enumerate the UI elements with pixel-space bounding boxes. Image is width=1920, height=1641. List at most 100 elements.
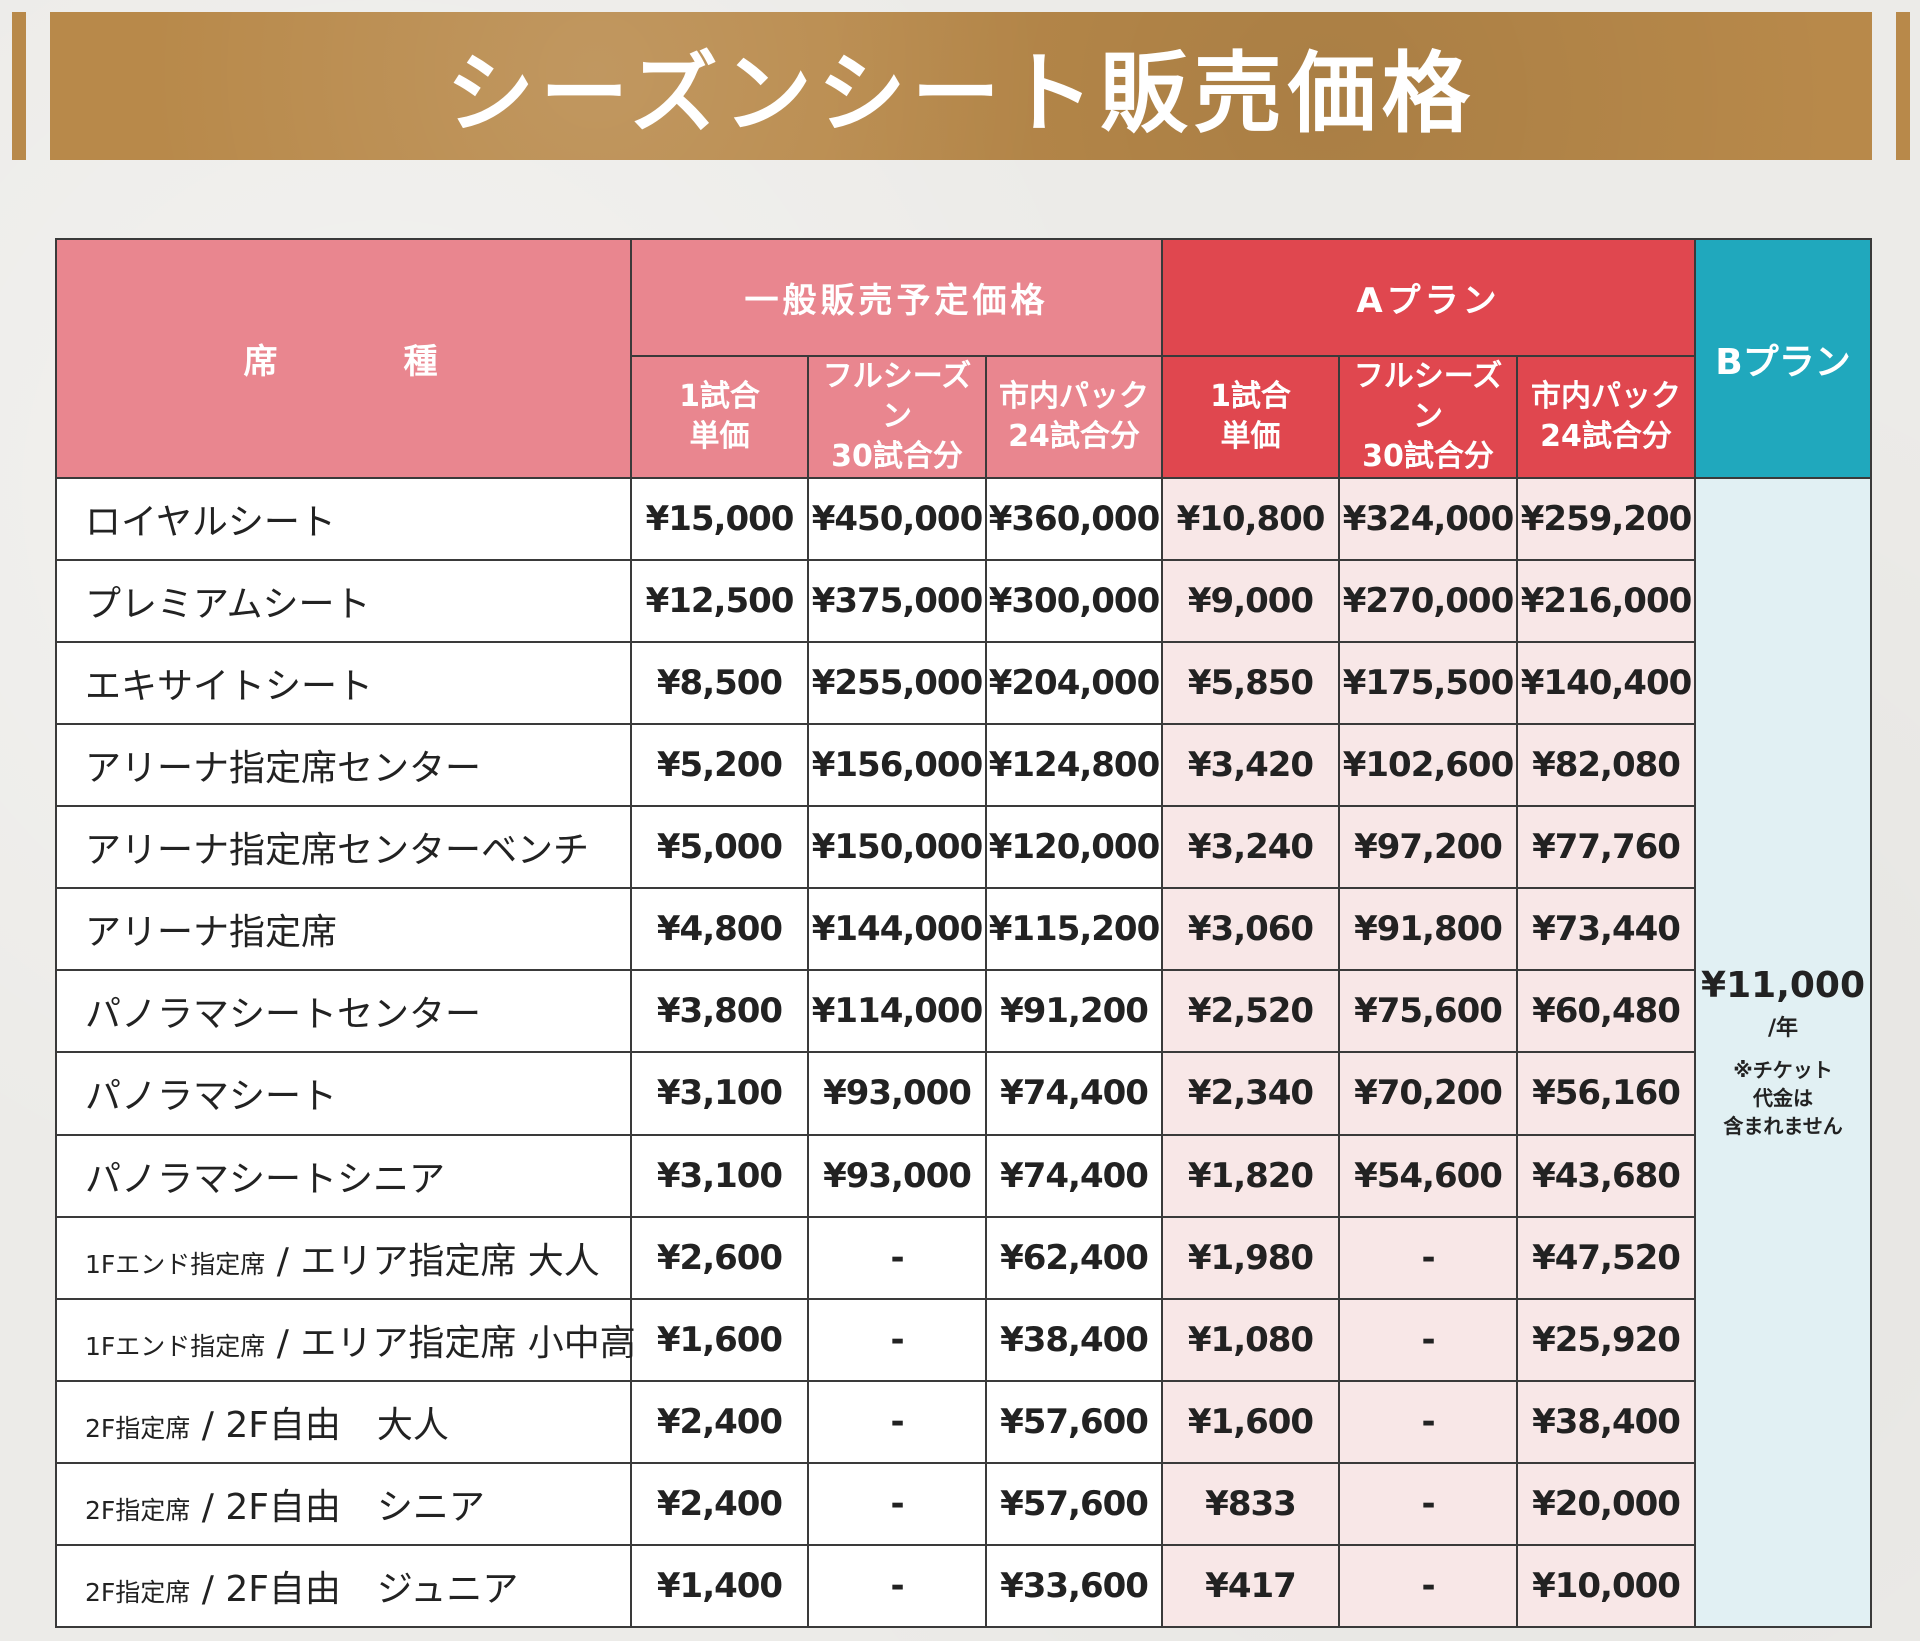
- seat-name: ロイヤルシート: [55, 476, 632, 562]
- general-price-g1: ¥3,100: [630, 1133, 809, 1218]
- table-row: ロイヤルシート ¥15,000 ¥450,000 ¥360,000 ¥10,800 ¥32…: [55, 476, 1873, 1628]
- general-price-g1: ¥4,800: [630, 887, 809, 972]
- general-price-g2: -: [807, 1215, 987, 1300]
- a-plan-price-a1: ¥3,240: [1161, 805, 1340, 890]
- a-plan-price-a3: ¥259,200: [1515, 476, 1697, 562]
- table-row: 2F指定席 / 2F自由 大人 ¥2,400- ¥57,600 ¥1,600- ¥38,…: [55, 1379, 1871, 1464]
- general-price-g1: ¥2,600: [630, 1215, 809, 1300]
- general-price-g3: ¥74,400: [985, 1133, 1163, 1218]
- a-plan-price-a2: -: [1338, 1215, 1518, 1300]
- a-plan-price-a3: ¥25,920: [1515, 1297, 1697, 1382]
- general-price-g2: ¥450,000: [807, 476, 987, 562]
- general-price-g1: ¥2,400: [630, 1461, 809, 1546]
- seat-label: / 2F自由 ジュニア: [190, 1568, 519, 1610]
- price-table: 席 種 一般販売予定価格 Aプラン Bプラン 1試合 単価 フルシーズン 30試合分…: [55, 238, 1873, 1629]
- a-plan-price-a1: ¥3,060: [1161, 887, 1340, 972]
- table-row: 1Fエンド指定席 / エリア指定席 小中高 ¥1,600- ¥38,400 ¥1,08…: [55, 1297, 1871, 1382]
- general-price-g1: ¥3,100: [630, 1051, 809, 1136]
- table-row: パノラマシートセンター ¥3,800 ¥114,000 ¥91,200 ¥2,520 ¥7…: [55, 969, 1871, 1054]
- a-plan-price-a1: ¥1,980: [1161, 1215, 1340, 1300]
- seat-prefix: 2F指定席: [85, 1413, 191, 1443]
- a-plan-price-a2: ¥91,800: [1338, 887, 1518, 972]
- general-price-g2: -: [807, 1379, 987, 1464]
- seat-prefix: 2F指定席: [85, 1577, 191, 1607]
- seat-name: 1Fエンド指定席 / エリア指定席 小中高: [55, 1297, 636, 1382]
- general-price-g2: ¥156,000: [807, 723, 987, 808]
- general-price-g3: ¥62,400: [985, 1215, 1163, 1300]
- a-plan-price-a2: ¥75,600: [1338, 969, 1518, 1054]
- header-a-full: フルシーズン 30試合分: [1338, 355, 1518, 479]
- general-price-g2: -: [807, 1543, 987, 1629]
- general-price-g2: ¥144,000: [807, 887, 987, 972]
- seat-name: アリーナ指定席センターベンチ: [55, 805, 632, 890]
- seat-label: / 2F自由 大人: [190, 1404, 449, 1446]
- seat-name: エキサイトシート: [55, 641, 632, 726]
- a-plan-price-a3: ¥77,760: [1515, 805, 1697, 890]
- seat-name: 1Fエンド指定席 / エリア指定席 大人: [55, 1215, 632, 1300]
- a-plan-price-a3: ¥20,000: [1515, 1461, 1697, 1546]
- seat-prefix: 1Fエンド指定席: [85, 1331, 266, 1361]
- table-row: 1Fエンド指定席 / エリア指定席 大人 ¥2,600- ¥62,400 ¥1,980…: [55, 1215, 1871, 1300]
- table-row: アリーナ指定席 ¥4,800 ¥144,000 ¥115,200 ¥3,060 ¥91,8…: [55, 887, 1871, 972]
- general-price-g2: ¥114,000: [807, 969, 987, 1054]
- general-price-g1: ¥1,600: [630, 1297, 809, 1382]
- seat-label: プレミアムシート: [85, 584, 371, 626]
- seat-label: パノラマシート: [85, 1076, 338, 1118]
- table-row: 2F指定席 / 2F自由 シニア ¥2,400- ¥57,600 ¥833- ¥20,0…: [55, 1461, 1871, 1546]
- a-plan-price-a1: ¥3,420: [1161, 723, 1340, 808]
- seat-label: パノラマシートシニア: [85, 1158, 446, 1200]
- b-plan-unit: /年: [1768, 1016, 1799, 1041]
- seat-label: / エリア指定席 大人: [265, 1240, 600, 1282]
- b-plan-price: ¥11,000: [1701, 965, 1866, 1006]
- a-plan-price-a1: ¥833: [1161, 1461, 1340, 1546]
- general-price-g2: -: [807, 1297, 987, 1382]
- header-general-group: 一般販売予定価格: [630, 238, 1163, 357]
- seat-label: アリーナ指定席センターベンチ: [85, 830, 590, 872]
- general-price-g2: ¥93,000: [807, 1133, 987, 1218]
- general-price-g1: ¥3,800: [630, 969, 809, 1054]
- a-plan-price-a3: ¥38,400: [1515, 1379, 1697, 1464]
- general-price-g3: ¥204,000: [985, 641, 1163, 726]
- general-price-g1: ¥5,000: [630, 805, 809, 890]
- general-price-g1: ¥2,400: [630, 1379, 809, 1464]
- a-plan-price-a2: -: [1338, 1297, 1518, 1382]
- general-price-g3: ¥57,600: [985, 1379, 1163, 1464]
- seat-name: パノラマシート: [55, 1051, 632, 1136]
- a-plan-price-a1: ¥10,800: [1161, 476, 1340, 562]
- header-general-single: 1試合 単価: [630, 355, 809, 479]
- general-price-g2: ¥150,000: [807, 805, 987, 890]
- seat-name: アリーナ指定席センター: [55, 723, 632, 808]
- banner-right-edge: [1896, 12, 1910, 160]
- seat-name: パノラマシートセンター: [55, 969, 632, 1054]
- title-banner: シーズンシート販売価格: [50, 12, 1872, 160]
- seat-label: / 2F自由 シニア: [190, 1486, 485, 1528]
- a-plan-price-a3: ¥73,440: [1515, 887, 1697, 972]
- b-plan-note: ※チケット 代金は 含まれません: [1723, 1058, 1843, 1138]
- table-row: プレミアムシート ¥12,500 ¥375,000 ¥300,000 ¥9,000 ¥27…: [55, 559, 1871, 644]
- a-plan-price-a1: ¥1,820: [1161, 1133, 1340, 1218]
- header-a-city: 市内パック 24試合分: [1515, 355, 1697, 479]
- general-price-g3: ¥57,600: [985, 1461, 1163, 1546]
- general-price-g3: ¥74,400: [985, 1051, 1163, 1136]
- general-price-g1: ¥1,400: [630, 1543, 809, 1629]
- seat-name: 2F指定席 / 2F自由 ジュニア: [55, 1543, 632, 1629]
- a-plan-price-a1: ¥5,850: [1161, 641, 1340, 726]
- general-price-g3: ¥38,400: [985, 1297, 1163, 1382]
- header-general-city: 市内パック 24試合分: [985, 355, 1163, 479]
- b-plan-cell: ¥11,000/年 ※チケット 代金は 含まれません: [1694, 477, 1873, 1628]
- table-row: パノラマシート ¥3,100 ¥93,000 ¥74,400 ¥2,340 ¥70,200…: [55, 1051, 1871, 1136]
- general-price-g1: ¥5,200: [630, 723, 809, 808]
- header-seat-type: 席 種: [55, 238, 632, 479]
- a-plan-price-a2: ¥70,200: [1338, 1051, 1518, 1136]
- table-row: アリーナ指定席センターベンチ ¥5,000 ¥150,000 ¥120,000 ¥3,2…: [55, 805, 1871, 890]
- a-plan-price-a2: -: [1338, 1461, 1518, 1546]
- seat-label: アリーナ指定席センター: [85, 748, 482, 790]
- a-plan-price-a2: ¥102,600: [1338, 723, 1518, 808]
- seat-name: パノラマシートシニア: [55, 1133, 632, 1218]
- a-plan-price-a3: ¥140,400: [1515, 641, 1697, 726]
- header-a-single: 1試合 単価: [1161, 355, 1340, 479]
- seat-label: ロイヤルシート: [85, 502, 336, 544]
- banner-left-edge: [12, 12, 26, 160]
- a-plan-price-a2: ¥175,500: [1338, 641, 1518, 726]
- general-price-g2: ¥375,000: [807, 559, 987, 644]
